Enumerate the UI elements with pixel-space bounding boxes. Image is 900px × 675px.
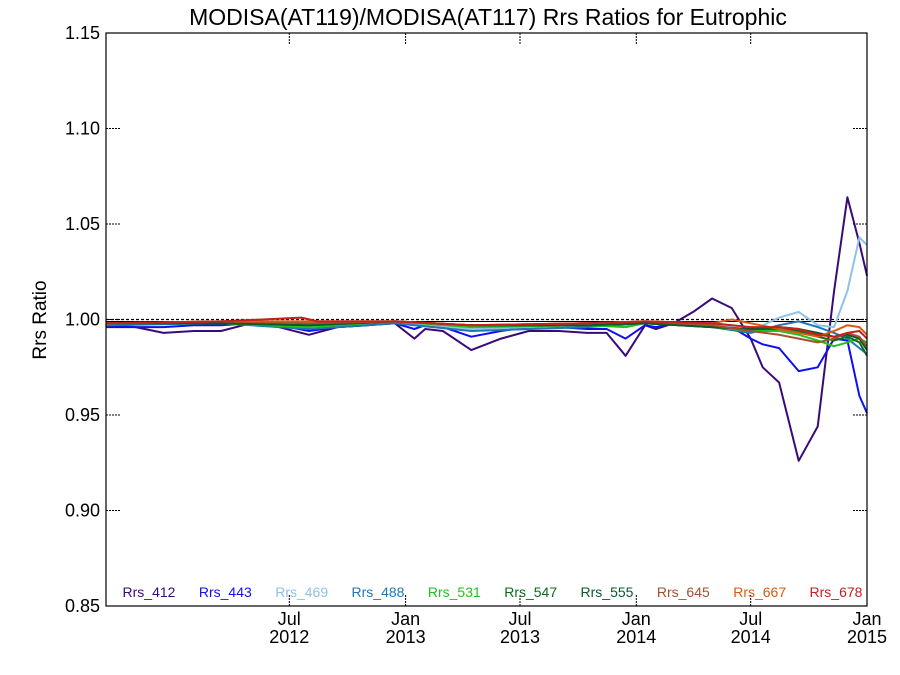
legend-item-rrs-412: Rrs_412 — [123, 584, 176, 600]
x-tick-year-label: 2014 — [731, 627, 771, 647]
series-line-rrs-678 — [105, 316, 868, 340]
legend-item-rrs-443: Rrs_443 — [199, 584, 252, 600]
legend-item-rrs-555: Rrs_555 — [581, 584, 634, 600]
x-tick-year-label: 2013 — [500, 627, 540, 647]
legend-item-rrs-531: Rrs_531 — [428, 584, 481, 600]
legend-item-rrs-488: Rrs_488 — [352, 584, 405, 600]
axes: 0.850.900.951.001.051.101.15Jul2012Jan20… — [65, 23, 887, 647]
x-tick-year-label: 2015 — [847, 627, 887, 647]
x-tick-month-label: Jan — [852, 609, 881, 629]
legend-item-rrs-667: Rrs_667 — [733, 584, 786, 600]
x-tick-month-label: Jan — [622, 609, 651, 629]
y-axis-label: Rrs Ratio — [30, 280, 51, 359]
x-tick-month-label: Jan — [391, 609, 420, 629]
y-tick-label: 1.10 — [65, 119, 100, 139]
x-tick-month-label: Jul — [508, 609, 531, 629]
legend-item-rrs-645: Rrs_645 — [657, 584, 710, 600]
y-tick-label: 1.15 — [65, 23, 100, 43]
series-line-rrs-469 — [106, 236, 868, 332]
y-tick-label: 0.85 — [65, 596, 100, 616]
y-tick-label: 1.05 — [65, 214, 100, 234]
y-tick-label: 1.00 — [65, 310, 100, 330]
x-tick-year-label: 2012 — [269, 627, 309, 647]
x-tick-year-label: 2013 — [386, 627, 426, 647]
legend-item-rrs-469: Rrs_469 — [275, 584, 328, 600]
chart-title: MODISA(AT119)/MODISA(AT117) Rrs Ratios f… — [189, 4, 787, 30]
series-line-rrs-443 — [105, 322, 868, 414]
series-lines — [105, 196, 868, 462]
x-tick-month-label: Jul — [739, 609, 762, 629]
legend-item-rrs-678: Rrs_678 — [810, 584, 863, 600]
legend: Rrs_412 Rrs_443 Rrs_469 Rrs_488 Rrs_531 Rrs_5… — [123, 584, 863, 600]
y-tick-label: 0.90 — [65, 501, 100, 521]
legend-item-rrs-547: Rrs_547 — [504, 584, 557, 600]
x-tick-month-label: Jul — [278, 609, 301, 629]
y-tick-label: 0.95 — [65, 405, 100, 425]
x-tick-year-label: 2014 — [616, 627, 656, 647]
